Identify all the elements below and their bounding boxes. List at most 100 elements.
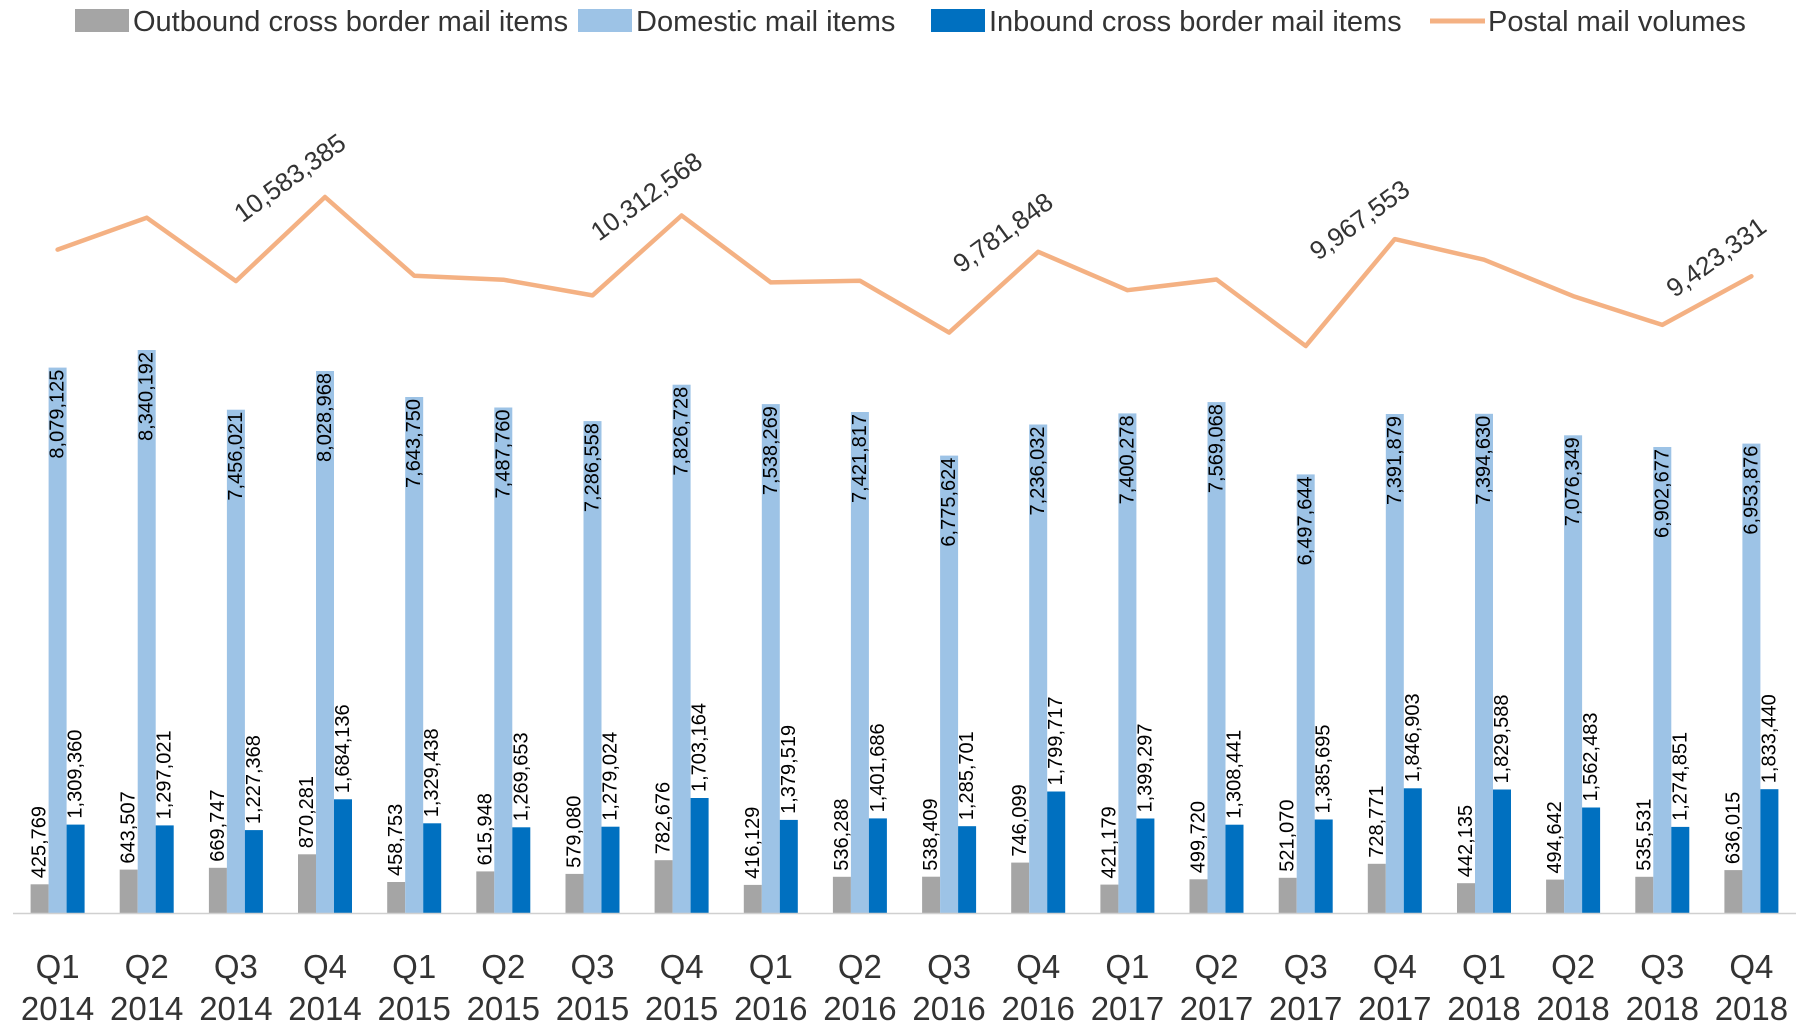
bar-label-domestic-mail-items-14: 7,569,068: [1206, 404, 1228, 493]
bar-domestic-mail-items-13: [1118, 413, 1137, 913]
bar-label-inbound-cross-border-mail-items-6: 1,269,653: [510, 732, 532, 821]
bar-label-domestic-mail-items-19: 6,902,677: [1651, 449, 1673, 538]
bar-outbound-cross-border-mail-items-4: [298, 854, 316, 913]
bar-inbound-cross-border-mail-items-16: [1403, 788, 1422, 913]
x-tick-year-6: 2015: [467, 990, 540, 1027]
bar-label-inbound-cross-border-mail-items-4: 1,684,136: [332, 704, 354, 793]
bar-outbound-cross-border-mail-items-6: [476, 871, 495, 913]
bar-domestic-mail-items-12: [1029, 424, 1048, 913]
bar-label-outbound-cross-border-mail-items-9: 416,129: [742, 807, 764, 879]
bar-label-domestic-mail-items-6: 7,487,760: [492, 410, 514, 499]
x-tick-year-18: 2018: [1536, 990, 1609, 1027]
legend-swatch-outbound-cross-border-mail-items: [75, 9, 129, 32]
bar-label-inbound-cross-border-mail-items-2: 1,297,021: [154, 730, 176, 819]
x-tick-quarter-7: Q3: [570, 948, 614, 985]
x-tick-quarter-8: Q4: [660, 948, 704, 985]
bar-label-domestic-mail-items-20: 6,953,876: [1740, 446, 1762, 535]
bar-label-outbound-cross-border-mail-items-14: 499,720: [1188, 801, 1210, 873]
x-tick-year-17: 2018: [1447, 990, 1520, 1027]
bar-domestic-mail-items-17: [1475, 413, 1493, 913]
bar-label-inbound-cross-border-mail-items-14: 1,308,441: [1224, 730, 1246, 819]
x-tick-year-19: 2018: [1626, 990, 1699, 1027]
bar-inbound-cross-border-mail-items-2: [155, 825, 174, 913]
legend-label-domestic-mail-items: Domestic mail items: [636, 6, 895, 38]
bar-label-inbound-cross-border-mail-items-7: 1,279,024: [600, 732, 622, 821]
legend-label-outbound-cross-border-mail-items: Outbound cross border mail items: [133, 6, 568, 38]
bar-label-inbound-cross-border-mail-items-9: 1,379,519: [778, 725, 800, 814]
bar-label-outbound-cross-border-mail-items-6: 615,948: [474, 793, 496, 865]
x-tick-year-15: 2017: [1269, 990, 1342, 1027]
bar-label-outbound-cross-border-mail-items-15: 521,070: [1277, 800, 1299, 872]
line-series-group: [55, 194, 1754, 349]
bar-domestic-mail-items-3: [226, 409, 245, 913]
x-tick-quarter-16: Q4: [1373, 948, 1417, 985]
x-tick-year-4: 2014: [288, 990, 361, 1027]
bar-label-domestic-mail-items-3: 7,456,021: [225, 412, 247, 501]
bar-label-inbound-cross-border-mail-items-3: 1,227,368: [243, 735, 265, 824]
bar-inbound-cross-border-mail-items-20: [1760, 789, 1779, 913]
bar-label-domestic-mail-items-16: 7,391,879: [1384, 416, 1406, 505]
x-tick-quarter-11: Q3: [927, 948, 971, 985]
bar-label-outbound-cross-border-mail-items-16: 728,771: [1366, 786, 1388, 858]
x-tick-quarter-15: Q3: [1284, 948, 1328, 985]
bar-domestic-mail-items-18: [1564, 435, 1583, 913]
x-tick-quarter-12: Q4: [1016, 948, 1060, 985]
bar-outbound-cross-border-mail-items-1: [30, 884, 49, 913]
bar-domestic-mail-items-2: [137, 350, 156, 913]
x-tick-year-8: 2015: [645, 990, 718, 1027]
x-tick-year-1: 2014: [21, 990, 94, 1027]
bar-label-domestic-mail-items-5: 7,643,750: [403, 399, 425, 488]
legend-swatch-domestic-mail-items: [578, 9, 632, 32]
legend: Outbound cross border mail items Domestic…: [75, 6, 1746, 38]
bar-inbound-cross-border-mail-items-4: [334, 799, 352, 913]
bar-label-inbound-cross-border-mail-items-10: 1,401,686: [867, 723, 889, 812]
bar-data-labels: 425,769 8,079,125 1,309,360 643,507 8,340,19…: [29, 352, 1781, 879]
bar-domestic-mail-items-8: [672, 384, 691, 913]
x-tick-quarter-13: Q1: [1105, 948, 1149, 985]
x-tick-year-11: 2016: [912, 990, 985, 1027]
bar-inbound-cross-border-mail-items-19: [1671, 826, 1690, 913]
line-postal-mail-volumes: [55, 194, 1754, 349]
x-tick-year-20: 2018: [1715, 990, 1788, 1027]
legend-label-inbound-cross-border-mail-items: Inbound cross border mail items: [989, 6, 1402, 38]
bar-outbound-cross-border-mail-items-12: [1011, 862, 1030, 913]
bar-label-inbound-cross-border-mail-items-12: 1,799,717: [1045, 697, 1067, 786]
line-label-20: 9,423,331: [1661, 211, 1772, 303]
bar-label-domestic-mail-items-12: 7,236,032: [1027, 427, 1049, 516]
bar-inbound-cross-border-mail-items-3: [244, 830, 263, 913]
x-tick-year-7: 2015: [556, 990, 629, 1027]
bar-label-domestic-mail-items-17: 7,394,630: [1473, 416, 1495, 505]
bar-inbound-cross-border-mail-items-8: [690, 798, 709, 913]
bar-inbound-cross-border-mail-items-18: [1582, 807, 1601, 913]
bar-label-domestic-mail-items-13: 7,400,278: [1116, 415, 1138, 504]
bar-label-outbound-cross-border-mail-items-4: 870,281: [296, 776, 318, 848]
bar-outbound-cross-border-mail-items-20: [1724, 870, 1743, 913]
bar-outbound-cross-border-mail-items-18: [1546, 879, 1565, 913]
x-tick-quarter-20: Q4: [1729, 948, 1773, 985]
bar-inbound-cross-border-mail-items-15: [1314, 819, 1333, 913]
bar-label-domestic-mail-items-18: 7,076,349: [1562, 437, 1584, 526]
line-label-8: 10,312,568: [585, 146, 708, 247]
x-tick-quarter-2: Q2: [125, 948, 169, 985]
line-label-4: 10,583,385: [228, 127, 351, 228]
bar-outbound-cross-border-mail-items-7: [565, 873, 584, 913]
bar-domestic-mail-items-5: [405, 397, 424, 913]
bar-label-outbound-cross-border-mail-items-8: 782,676: [653, 782, 675, 854]
bar-label-outbound-cross-border-mail-items-13: 421,179: [1098, 806, 1120, 878]
bar-label-outbound-cross-border-mail-items-12: 746,099: [1009, 784, 1031, 856]
bar-inbound-cross-border-mail-items-11: [958, 826, 977, 913]
x-tick-year-16: 2017: [1358, 990, 1431, 1027]
bar-outbound-cross-border-mail-items-10: [832, 876, 851, 913]
x-tick-quarter-19: Q3: [1640, 948, 1684, 985]
bar-label-domestic-mail-items-4: 8,028,968: [314, 373, 336, 462]
bar-label-domestic-mail-items-1: 8,079,125: [47, 370, 69, 459]
x-tick-year-10: 2016: [823, 990, 896, 1027]
bar-label-inbound-cross-border-mail-items-13: 1,399,297: [1134, 724, 1156, 813]
bar-outbound-cross-border-mail-items-5: [387, 882, 406, 913]
x-tick-quarter-18: Q2: [1551, 948, 1595, 985]
bar-label-inbound-cross-border-mail-items-11: 1,285,701: [956, 731, 978, 820]
x-tick-year-14: 2017: [1180, 990, 1253, 1027]
bar-inbound-cross-border-mail-items-14: [1225, 824, 1244, 913]
bar-label-domestic-mail-items-10: 7,421,817: [849, 414, 871, 503]
bar-label-domestic-mail-items-15: 6,497,644: [1295, 476, 1317, 565]
